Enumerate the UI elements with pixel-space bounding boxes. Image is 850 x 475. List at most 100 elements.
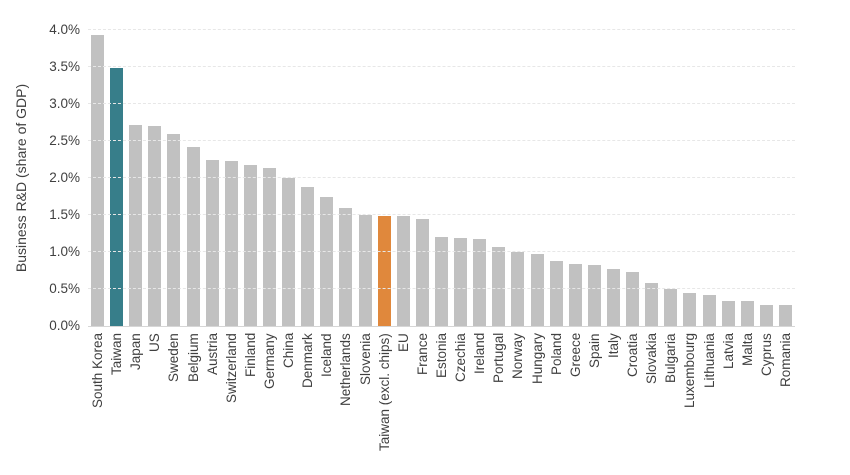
bar: [396, 215, 410, 326]
y-axis-tick-label: 4.0%: [49, 22, 80, 37]
bar: [664, 289, 678, 326]
x-axis-label-cell: Denmark: [298, 333, 317, 475]
x-axis-label-cell: Latvia: [719, 333, 738, 475]
bar: [587, 264, 601, 326]
y-axis-tick-label: 0.5%: [49, 281, 80, 296]
bar-column: [375, 30, 394, 326]
bar: [721, 300, 735, 326]
x-axis-label: Ireland: [472, 333, 488, 375]
bar: [243, 164, 257, 326]
x-axis-label-cell: France: [413, 333, 432, 475]
gridline: [88, 251, 795, 252]
x-axis-label: Italy: [606, 333, 621, 358]
bar: [167, 133, 181, 326]
bar-column: [279, 30, 298, 326]
x-axis-label: France: [414, 333, 430, 376]
bar: [224, 160, 238, 326]
x-axis-label-cell: Iceland: [317, 333, 336, 475]
x-axis-label: Bulgaria: [663, 333, 679, 383]
bar: [626, 271, 640, 326]
bar: [339, 207, 353, 326]
x-axis-label: Slovakia: [644, 333, 660, 385]
bar-column: [394, 30, 413, 326]
y-axis-tick-label: 3.0%: [49, 96, 80, 111]
x-axis-label-cell: Netherlands: [336, 333, 355, 475]
y-axis-tick-label: 2.5%: [49, 133, 80, 148]
x-axis-label: Iceland: [319, 333, 335, 377]
bar: [492, 246, 506, 326]
bar: [129, 124, 143, 326]
x-axis-label: Romania: [777, 333, 793, 388]
x-axis-label-cell: Austria: [203, 333, 222, 475]
bar-column: [241, 30, 260, 326]
bar-column: [88, 30, 107, 326]
bar: [778, 305, 792, 326]
bar-column: [585, 30, 604, 326]
bar: [415, 219, 429, 326]
bar-column: [222, 30, 241, 326]
bar: [110, 67, 124, 326]
bar-column: [336, 30, 355, 326]
x-axis-label: US: [147, 333, 163, 352]
gridline: [88, 29, 795, 30]
x-axis-label-cell: Estonia: [432, 333, 451, 475]
x-axis-label-cell: Germany: [260, 333, 279, 475]
x-axis-label-cell: Switzerland: [222, 333, 241, 475]
bar-column: [164, 30, 183, 326]
x-axis-label-cell: Slovenia: [356, 333, 375, 475]
x-axis-label-cell: Luxembourg: [680, 333, 699, 475]
x-axis-label: Taiwan: [109, 333, 125, 376]
bar: [549, 260, 563, 326]
x-axis-label-cell: Romania: [776, 333, 795, 475]
x-axis-label-cell: Cyprus: [757, 333, 776, 475]
bar-column: [738, 30, 757, 326]
bar-column: [623, 30, 642, 326]
bar: [320, 196, 334, 326]
gridline: [88, 214, 795, 215]
x-axis-label-cell: Belgium: [184, 333, 203, 475]
bar: [205, 159, 219, 326]
x-axis-label-cell: Taiwan: [107, 333, 126, 475]
x-axis-label-cell: Taiwan (excl. chips): [375, 333, 394, 475]
x-axis-label-cell: Czechia: [451, 333, 470, 475]
x-axis-label: China: [281, 333, 297, 369]
x-axis-label: Denmark: [300, 333, 316, 388]
x-axis-label: Japan: [128, 333, 144, 370]
x-axis-label-cell: China: [279, 333, 298, 475]
bar: [91, 35, 105, 326]
bar-column: [432, 30, 451, 326]
bar-column: [184, 30, 203, 326]
x-axis-label-cell: Greece: [566, 333, 585, 475]
gridline: [88, 103, 795, 104]
bar-column: [661, 30, 680, 326]
bar: [454, 237, 468, 326]
x-axis-label-cell: Ireland: [470, 333, 489, 475]
bar-column: [528, 30, 547, 326]
x-axis-label: Netherlands: [338, 333, 354, 406]
x-axis-label: Portugal: [491, 333, 507, 384]
bar-column: [203, 30, 222, 326]
bar-column: [719, 30, 738, 326]
x-axis-label-cell: Italy: [604, 333, 623, 475]
bar: [148, 126, 162, 326]
bars-row: [88, 30, 795, 326]
x-axis-label-cell: Croatia: [623, 333, 642, 475]
bar: [282, 178, 296, 326]
bar-column: [680, 30, 699, 326]
bar-column: [757, 30, 776, 326]
bar: [530, 254, 544, 326]
x-axis-label: Estonia: [434, 333, 450, 379]
x-axis-label-cell: Slovakia: [642, 333, 661, 475]
bar: [435, 237, 449, 326]
bar-column: [317, 30, 336, 326]
bar: [607, 269, 620, 326]
bar: [377, 215, 391, 326]
bar-column: [642, 30, 661, 326]
gridline: [88, 66, 795, 67]
bar: [702, 294, 716, 326]
bar-column: [413, 30, 432, 326]
x-axis-label: Sweden: [166, 333, 182, 382]
bar: [759, 305, 773, 326]
bar-column: [547, 30, 566, 326]
